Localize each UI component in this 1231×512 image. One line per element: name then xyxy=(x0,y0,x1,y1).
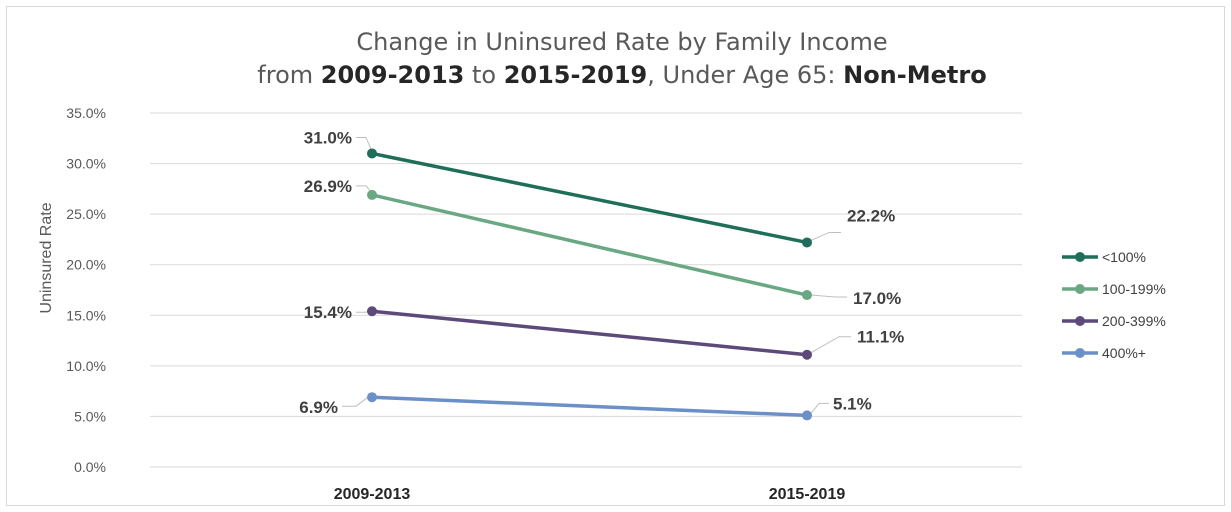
data-point xyxy=(367,189,377,200)
data-point xyxy=(367,392,377,403)
data-label: 22.2% xyxy=(847,206,895,225)
chart-title: Change in Uninsured Rate by Family Incom… xyxy=(257,28,986,89)
y-tick-label: 0.0% xyxy=(74,459,106,475)
series-lines xyxy=(370,151,809,418)
data-point xyxy=(802,410,812,421)
y-tick-label: 5.0% xyxy=(74,408,106,424)
legend-item: 400%+ xyxy=(1062,345,1146,361)
y-tick-label: 15.0% xyxy=(66,307,106,323)
y-tick-label: 20.0% xyxy=(66,257,106,273)
label-leader-line xyxy=(356,310,369,313)
y-tick-label: 30.0% xyxy=(66,156,106,172)
label-leader-lines xyxy=(342,136,851,414)
x-tick-label: 2015-2019 xyxy=(769,486,846,503)
legend-swatch-marker xyxy=(1075,316,1085,326)
y-tick-label: 10.0% xyxy=(66,358,106,374)
legend: <100% 100-199% 200-399% 400%+ xyxy=(1062,249,1166,361)
legend-item: <100% xyxy=(1062,249,1146,265)
data-points xyxy=(367,148,812,421)
legend-swatch-marker xyxy=(1075,348,1085,358)
legend-swatch-marker xyxy=(1075,252,1085,262)
chart-title-line1: Change in Uninsured Rate by Family Incom… xyxy=(356,28,887,56)
label-leader-line xyxy=(810,336,851,354)
legend-item: 100-199% xyxy=(1062,281,1166,297)
chart-title-line2: from 2009-2013 to 2015-2019, Under Age 6… xyxy=(257,61,986,89)
data-point xyxy=(802,290,812,301)
legend-item: 200-399% xyxy=(1062,313,1166,329)
y-axis-label: Uninsured Rate xyxy=(38,202,55,313)
label-leader-line xyxy=(342,396,369,407)
data-label: 17.0% xyxy=(853,289,901,308)
series-line xyxy=(370,151,809,245)
chart-frame xyxy=(6,6,1225,506)
y-tick-label: 25.0% xyxy=(66,206,106,222)
data-label: 6.9% xyxy=(299,398,338,417)
data-point xyxy=(367,306,377,317)
legend-label: 200-399% xyxy=(1102,313,1166,329)
data-label: 5.1% xyxy=(833,394,872,413)
y-tick-label: 35.0% xyxy=(66,105,106,121)
data-point xyxy=(367,148,377,159)
legend-label: <100% xyxy=(1102,249,1146,265)
x-tick-label: 2009-2013 xyxy=(334,486,411,503)
data-label: 15.4% xyxy=(304,303,352,322)
label-leader-line xyxy=(810,294,847,298)
y-axis-ticks: 0.0% 5.0% 10.0% 15.0% 20.0% 25.0% 30.0% 35.0% xyxy=(66,105,106,475)
series-line xyxy=(370,309,809,357)
data-label: 31.0% xyxy=(304,128,352,147)
series-line xyxy=(370,395,809,418)
data-labels: 31.0% 22.2% 26.9% 17.0% 15.4% 11.1% 6.9% 5.1% xyxy=(299,128,904,417)
legend-label: 400%+ xyxy=(1102,345,1146,361)
label-leader-line xyxy=(810,231,841,241)
x-axis-ticks: 2009-2013 2015-2019 xyxy=(334,486,846,503)
data-point xyxy=(802,349,812,360)
data-label: 26.9% xyxy=(304,177,352,196)
legend-label: 100-199% xyxy=(1102,281,1166,297)
data-point xyxy=(802,237,812,248)
gridlines xyxy=(150,112,1022,468)
series-line xyxy=(370,193,809,297)
label-leader-line xyxy=(356,136,373,152)
label-leader-line xyxy=(810,402,829,414)
legend-swatch-marker xyxy=(1075,284,1085,294)
data-label: 11.1% xyxy=(857,328,904,347)
